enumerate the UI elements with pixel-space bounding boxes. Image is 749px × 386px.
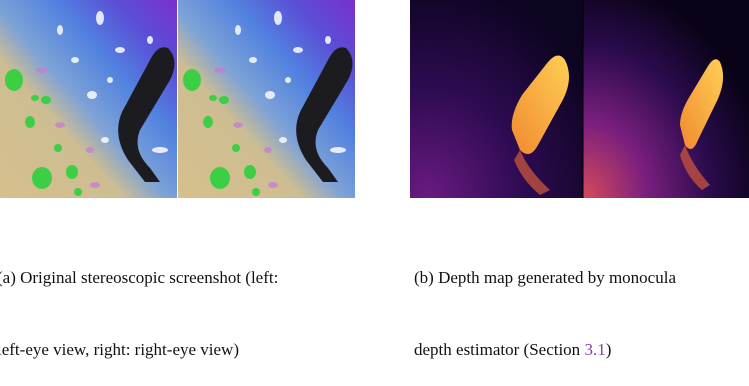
depth-map [410, 0, 749, 198]
caption-line: (b) Depth map generated by monocula [414, 266, 676, 290]
caption-a: (a) Original stereoscopic screenshot (le… [0, 218, 278, 386]
caption-text: depth estimator (Section [414, 340, 580, 359]
caption-b: (b) Depth map generated by monocula dept… [414, 218, 676, 386]
stereo-screenshot [0, 0, 355, 198]
figure-page: (a) Original stereoscopic screenshot (le… [0, 0, 749, 266]
caption-text: ) [606, 340, 612, 359]
section-link[interactable]: 3.1 [584, 340, 605, 359]
caption-line: left-eye view, right: right-eye view) [0, 338, 278, 362]
caption-line: (a) Original stereoscopic screenshot (le… [0, 266, 278, 290]
caption-line: depth estimator (Section 3.1) [414, 338, 676, 362]
